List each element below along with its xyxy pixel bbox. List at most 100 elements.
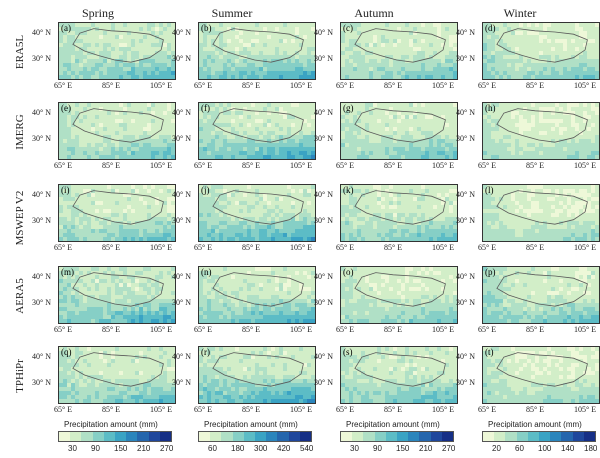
x-tick-label: 65° E bbox=[336, 81, 355, 90]
precipitation-field bbox=[59, 267, 175, 323]
precipitation-field bbox=[341, 185, 457, 241]
x-tick-label: 85° E bbox=[526, 81, 545, 90]
precipitation-field bbox=[199, 103, 315, 159]
precipitation-field bbox=[341, 23, 457, 79]
x-tick-label: 65° E bbox=[54, 161, 73, 170]
y-tick-label: 30° N bbox=[456, 216, 475, 225]
plateau-boundary bbox=[212, 272, 304, 307]
map-panel: (o) bbox=[340, 266, 458, 324]
plateau-boundary bbox=[72, 108, 164, 143]
x-tick-label: 85° E bbox=[526, 243, 545, 252]
x-tick-label: 65° E bbox=[478, 325, 497, 334]
x-tick-label: 105° E bbox=[290, 325, 313, 334]
colorbar bbox=[198, 431, 312, 442]
colorbar-label: Precipitation amount (mm) bbox=[64, 420, 158, 429]
panel-letter: (k) bbox=[343, 185, 354, 195]
x-tick-label: 105° E bbox=[290, 405, 313, 414]
colorbar-tick: 270 bbox=[160, 444, 174, 453]
precipitation-field bbox=[483, 347, 599, 403]
precipitation-field bbox=[483, 267, 599, 323]
x-tick-label: 65° E bbox=[54, 81, 73, 90]
panel-letter: (d) bbox=[485, 23, 496, 33]
y-tick-label: 30° N bbox=[314, 298, 333, 307]
x-tick-label: 65° E bbox=[54, 325, 73, 334]
y-tick-label: 30° N bbox=[32, 54, 51, 63]
colorbar bbox=[340, 431, 454, 442]
map-panel: (i) bbox=[58, 184, 176, 242]
colorbar-tick: 90 bbox=[373, 444, 382, 453]
colorbar-tick: 180 bbox=[231, 444, 245, 453]
panel-letter: (o) bbox=[343, 267, 354, 277]
y-tick-label: 30° N bbox=[32, 298, 51, 307]
row-label-aera5: AERA5 bbox=[14, 278, 26, 314]
x-tick-label: 105° E bbox=[574, 161, 597, 170]
y-tick-label: 40° N bbox=[172, 272, 191, 281]
map-panel: (m) bbox=[58, 266, 176, 324]
y-tick-label: 30° N bbox=[314, 54, 333, 63]
y-tick-label: 30° N bbox=[314, 134, 333, 143]
x-tick-label: 65° E bbox=[336, 405, 355, 414]
y-tick-label: 30° N bbox=[456, 54, 475, 63]
x-tick-label: 85° E bbox=[242, 161, 261, 170]
x-tick-label: 105° E bbox=[150, 161, 173, 170]
x-tick-label: 65° E bbox=[478, 405, 497, 414]
x-tick-label: 85° E bbox=[102, 243, 121, 252]
panel-letter: (r) bbox=[201, 347, 210, 357]
y-tick-label: 40° N bbox=[314, 28, 333, 37]
colorbar-tick: 210 bbox=[419, 444, 433, 453]
colorbar-tick: 100 bbox=[538, 444, 552, 453]
plateau-boundary bbox=[72, 190, 164, 225]
map-panel: (b) bbox=[198, 22, 316, 80]
plateau-boundary bbox=[496, 272, 588, 307]
panel-letter: (t) bbox=[485, 347, 494, 357]
y-tick-label: 30° N bbox=[314, 216, 333, 225]
y-tick-label: 40° N bbox=[456, 28, 475, 37]
colorbar bbox=[482, 431, 596, 442]
precipitation-field bbox=[341, 103, 457, 159]
x-tick-label: 105° E bbox=[432, 161, 455, 170]
colorbar-tick: 90 bbox=[91, 444, 100, 453]
plateau-boundary bbox=[354, 352, 446, 387]
precipitation-field bbox=[59, 23, 175, 79]
y-tick-label: 30° N bbox=[172, 298, 191, 307]
panel-letter: (f) bbox=[201, 103, 210, 113]
map-panel: (d) bbox=[482, 22, 600, 80]
x-tick-label: 105° E bbox=[574, 325, 597, 334]
y-tick-label: 40° N bbox=[32, 272, 51, 281]
panel-letter: (g) bbox=[343, 103, 354, 113]
x-tick-label: 105° E bbox=[150, 325, 173, 334]
plateau-boundary bbox=[72, 352, 164, 387]
colorbar-tick: 540 bbox=[300, 444, 314, 453]
panel-letter: (e) bbox=[61, 103, 71, 113]
colorbar-tick: 420 bbox=[277, 444, 291, 453]
map-panel: (e) bbox=[58, 102, 176, 160]
x-tick-label: 65° E bbox=[336, 325, 355, 334]
precipitation-field bbox=[199, 347, 315, 403]
x-tick-label: 105° E bbox=[574, 243, 597, 252]
colorbar-tick: 150 bbox=[396, 444, 410, 453]
panel-letter: (p) bbox=[485, 267, 496, 277]
x-tick-label: 85° E bbox=[102, 81, 121, 90]
y-tick-label: 40° N bbox=[314, 190, 333, 199]
precipitation-field bbox=[341, 347, 457, 403]
precipitation-field bbox=[341, 267, 457, 323]
x-tick-label: 85° E bbox=[102, 161, 121, 170]
map-panel: (n) bbox=[198, 266, 316, 324]
y-tick-label: 40° N bbox=[456, 108, 475, 117]
y-tick-label: 40° N bbox=[32, 352, 51, 361]
y-tick-label: 30° N bbox=[172, 134, 191, 143]
y-tick-label: 40° N bbox=[32, 108, 51, 117]
plateau-boundary bbox=[354, 272, 446, 307]
precipitation-field bbox=[59, 185, 175, 241]
x-tick-label: 105° E bbox=[574, 405, 597, 414]
row-label-mswep: MSWEP V2 bbox=[14, 190, 26, 246]
precipitation-field bbox=[199, 267, 315, 323]
y-tick-label: 40° N bbox=[314, 272, 333, 281]
plateau-boundary bbox=[354, 108, 446, 143]
colorbar-label: Precipitation amount (mm) bbox=[488, 420, 582, 429]
x-tick-label: 85° E bbox=[526, 405, 545, 414]
panel-letter: (m) bbox=[61, 267, 74, 277]
plateau-boundary bbox=[212, 108, 304, 143]
x-tick-label: 65° E bbox=[194, 161, 213, 170]
